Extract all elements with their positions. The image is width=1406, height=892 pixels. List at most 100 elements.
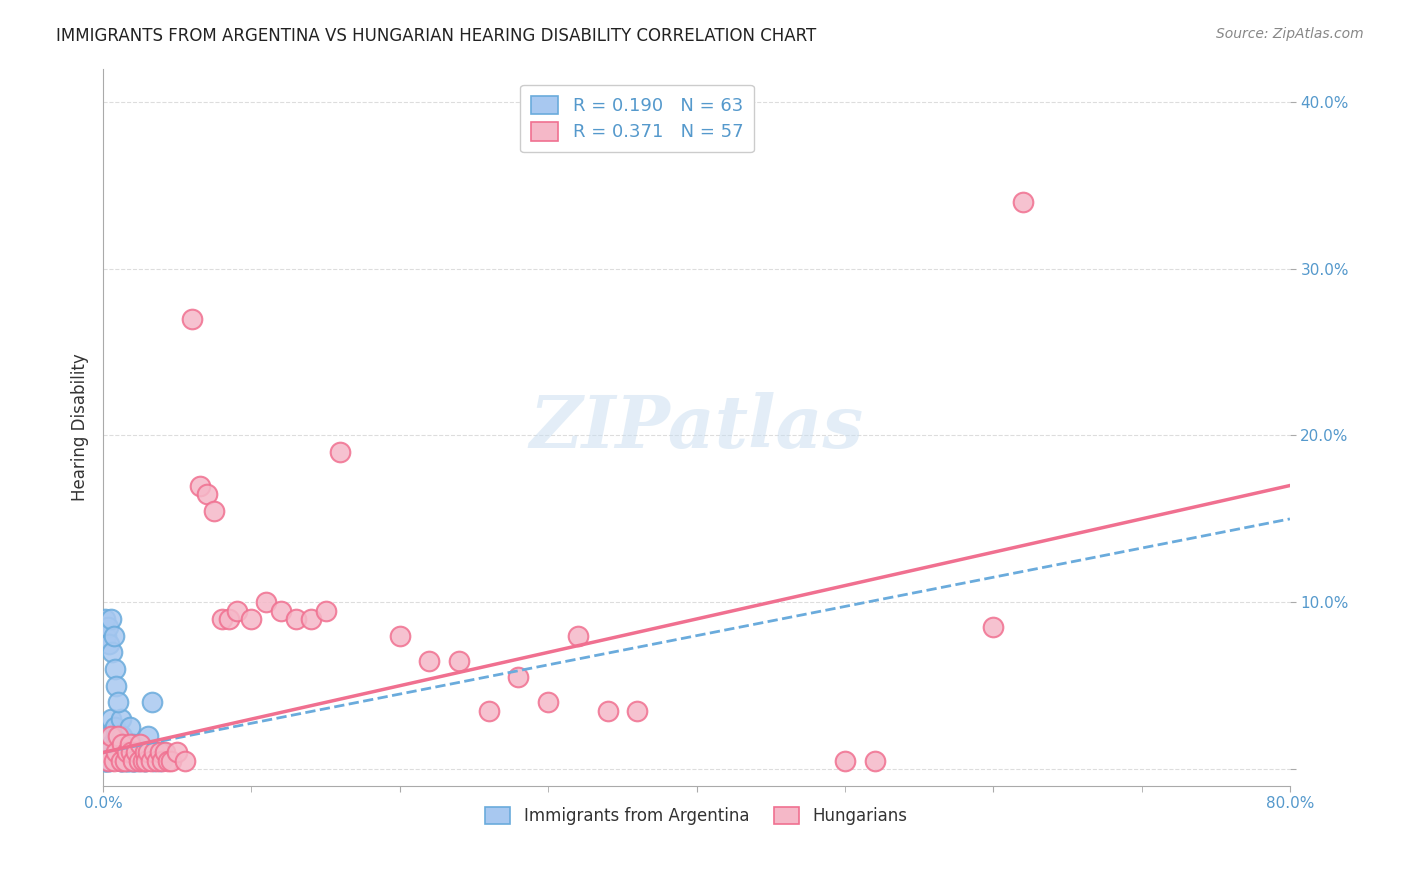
Point — [128, 754, 150, 768]
Point — [202, 503, 225, 517]
Text: ZIPatlas: ZIPatlas — [530, 392, 863, 463]
Point — [115, 746, 138, 760]
Point — [152, 746, 174, 760]
Point — [125, 746, 148, 760]
Point — [121, 737, 143, 751]
Point — [100, 712, 122, 726]
Point — [110, 754, 132, 768]
Point — [160, 754, 183, 768]
Point — [105, 729, 128, 743]
Point — [93, 754, 115, 768]
Point — [567, 629, 589, 643]
Point — [110, 754, 132, 768]
Point — [114, 754, 136, 768]
Point — [110, 712, 132, 726]
Point — [103, 746, 125, 760]
Point — [97, 754, 120, 768]
Text: IMMIGRANTS FROM ARGENTINA VS HUNGARIAN HEARING DISABILITY CORRELATION CHART: IMMIGRANTS FROM ARGENTINA VS HUNGARIAN H… — [56, 27, 817, 45]
Point — [863, 754, 886, 768]
Point — [136, 729, 159, 743]
Point — [94, 629, 117, 643]
Point — [98, 754, 121, 768]
Y-axis label: Hearing Disability: Hearing Disability — [72, 353, 89, 501]
Point — [155, 746, 177, 760]
Point — [125, 754, 148, 768]
Point — [120, 746, 142, 760]
Point — [97, 620, 120, 634]
Point — [329, 445, 352, 459]
Point — [145, 746, 167, 760]
Point — [100, 729, 122, 743]
Point — [211, 612, 233, 626]
Point — [626, 704, 648, 718]
Point — [388, 629, 411, 643]
Point — [134, 754, 156, 768]
Point — [478, 704, 501, 718]
Point — [111, 737, 134, 751]
Point — [107, 729, 129, 743]
Point — [195, 487, 218, 501]
Point — [104, 746, 127, 760]
Point — [135, 754, 157, 768]
Point — [121, 754, 143, 768]
Point — [449, 654, 471, 668]
Point — [105, 746, 128, 760]
Point — [94, 754, 117, 768]
Point — [139, 746, 162, 760]
Point — [508, 670, 530, 684]
Point — [218, 612, 240, 626]
Point — [121, 754, 143, 768]
Point — [157, 754, 180, 768]
Point — [97, 746, 120, 760]
Point — [981, 620, 1004, 634]
Point — [100, 612, 122, 626]
Point — [418, 654, 440, 668]
Point — [131, 746, 153, 760]
Point — [114, 754, 136, 768]
Point — [93, 754, 115, 768]
Point — [117, 754, 139, 768]
Point — [148, 746, 170, 760]
Point — [270, 604, 292, 618]
Point — [834, 754, 856, 768]
Point — [104, 720, 127, 734]
Point — [118, 720, 141, 734]
Point — [103, 629, 125, 643]
Point — [285, 612, 308, 626]
Point — [134, 746, 156, 760]
Point — [108, 746, 131, 760]
Point — [315, 604, 337, 618]
Point — [98, 754, 121, 768]
Point — [596, 704, 619, 718]
Point — [101, 645, 124, 659]
Point — [112, 746, 135, 760]
Point — [111, 729, 134, 743]
Point — [254, 595, 277, 609]
Point — [1012, 194, 1035, 209]
Point — [101, 737, 124, 751]
Point — [115, 754, 138, 768]
Point — [121, 754, 143, 768]
Point — [114, 737, 136, 751]
Point — [132, 754, 155, 768]
Point — [118, 737, 141, 751]
Point — [134, 754, 156, 768]
Point — [93, 612, 115, 626]
Point — [107, 746, 129, 760]
Point — [129, 754, 152, 768]
Point — [97, 729, 120, 743]
Point — [103, 754, 125, 768]
Point — [240, 612, 263, 626]
Point — [128, 746, 150, 760]
Point — [166, 746, 188, 760]
Point — [111, 754, 134, 768]
Point — [181, 311, 204, 326]
Text: Source: ZipAtlas.com: Source: ZipAtlas.com — [1216, 27, 1364, 41]
Point — [188, 478, 211, 492]
Point — [142, 746, 165, 760]
Point — [138, 746, 160, 760]
Point — [115, 746, 138, 760]
Point — [142, 754, 165, 768]
Point — [107, 695, 129, 709]
Point — [139, 754, 162, 768]
